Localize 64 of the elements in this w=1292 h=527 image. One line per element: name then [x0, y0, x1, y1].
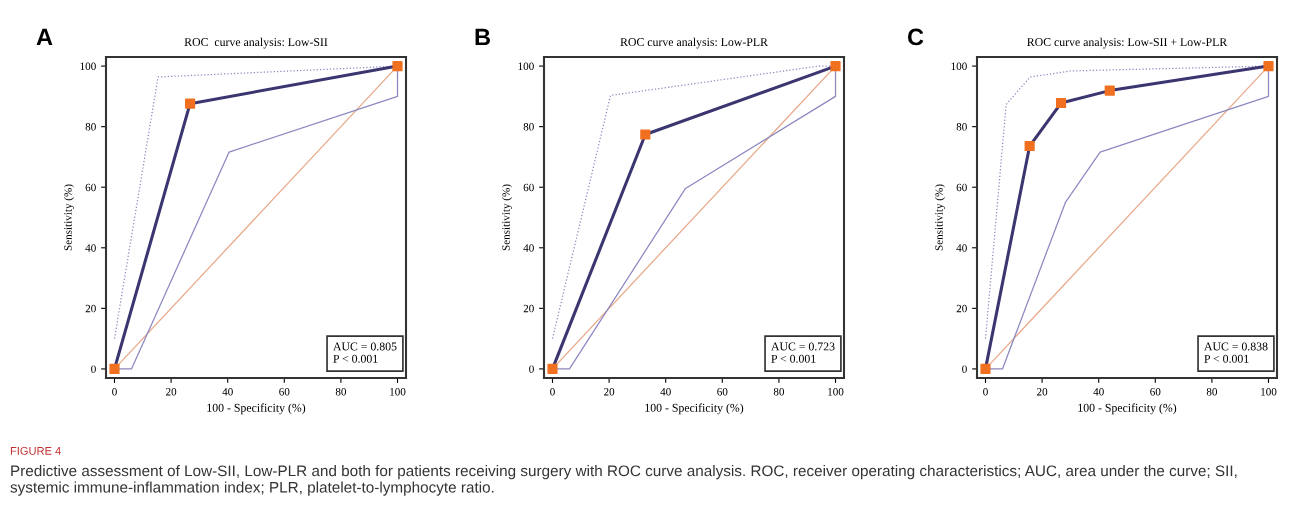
text: C	[907, 28, 924, 46]
annotation: AUC = 0.838 P < 0.001	[1204, 342, 1268, 363]
y-tick-label: 80	[523, 123, 534, 131]
y-tick-label: 60	[956, 183, 967, 192]
y-tick-label: 20	[85, 304, 96, 313]
point	[1024, 140, 1035, 152]
y-tick-label: 100	[80, 62, 96, 71]
x-tick-label: 100	[828, 388, 844, 396]
chart-title: ROC curve analysis: Low-SII	[184, 37, 328, 49]
y-axis-title: Sensitivity (%)	[934, 184, 946, 251]
x-tick-label: 60	[717, 388, 728, 396]
y-tick-label: 100	[518, 62, 534, 71]
point	[1055, 97, 1067, 109]
text: Predictive assessment of Low-SII, Low-PLR and both for patients receiving surgery with ROC curve analysis. ROC, receiver operating characteristics; AUC, area under the curve; SII, systemic immune-inflammation index; PLR, platelet-to-lymphocyte ratio.	[10, 465, 1237, 496]
x-tick-label: 0	[983, 388, 988, 396]
point	[980, 363, 991, 375]
annotation: AUC = 0.805 P < 0.001	[333, 342, 397, 363]
y-tick-label: 80	[85, 123, 96, 131]
x-tick-label: 80	[773, 388, 785, 396]
x-tick-label: 60	[1150, 388, 1161, 396]
point	[640, 129, 651, 140]
point	[830, 60, 841, 72]
y-tick-label: 40	[956, 244, 967, 252]
x-tick-label: 100	[390, 388, 406, 396]
y-tick-label: 0	[529, 365, 534, 373]
point	[109, 363, 120, 375]
y-axis-title: Sensitivity (%)	[63, 184, 75, 251]
chart-title: ROC curve analysis: Low-PLR	[620, 37, 768, 49]
x-tick-label: 80	[1206, 388, 1218, 396]
caption: FIGURE 4	[10, 446, 61, 455]
x-tick-label: 20	[604, 388, 615, 396]
text: A	[36, 28, 53, 46]
y-axis-title: Sensitivity (%)	[501, 184, 513, 251]
x-tick-label: 0	[550, 388, 555, 396]
y-tick-label: 40	[85, 244, 96, 252]
x-tick-label: 0	[112, 388, 117, 396]
point	[1104, 85, 1115, 96]
point	[392, 60, 403, 72]
y-tick-label: 20	[523, 304, 534, 313]
x-axis-title: 100 - Specificity (%)	[1078, 403, 1177, 415]
annotation: AUC = 0.723 P < 0.001	[771, 342, 835, 363]
point	[547, 363, 558, 375]
y-tick-label: 0	[91, 365, 96, 373]
y-tick-label: 20	[956, 304, 967, 313]
x-tick-label: 40	[660, 388, 671, 396]
y-tick-label: 40	[523, 244, 534, 252]
x-tick-label: 40	[222, 388, 233, 396]
point	[1263, 60, 1274, 72]
text: B	[475, 28, 490, 46]
y-tick-label: 80	[956, 123, 967, 131]
x-tick-label: 80	[335, 388, 347, 396]
y-tick-label: 60	[85, 183, 96, 192]
y-tick-label: 60	[523, 183, 534, 192]
y-tick-label: 100	[951, 62, 967, 71]
x-axis-title: 100 - Specificity (%)	[645, 403, 744, 415]
x-tick-label: 60	[279, 388, 290, 396]
x-tick-label: 20	[1037, 388, 1048, 396]
x-tick-label: 20	[166, 388, 177, 396]
y-tick-label: 0	[962, 365, 967, 373]
x-axis-title: 100 - Specificity (%)	[207, 403, 306, 415]
chart-title: ROC curve analysis: Low-SII + Low-PLR	[1027, 37, 1228, 49]
x-tick-label: 40	[1093, 388, 1104, 396]
x-tick-label: 100	[1261, 388, 1277, 396]
point	[184, 98, 196, 109]
